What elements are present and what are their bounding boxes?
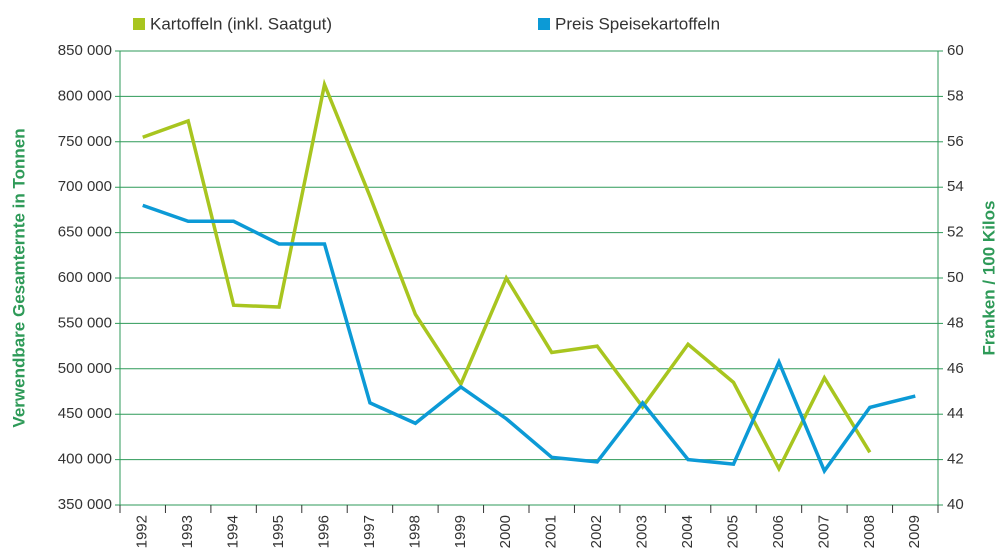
y2-tick-label: 44 [947, 405, 964, 422]
y2-tick-label: 54 [947, 178, 964, 195]
y2-tick-label: 50 [947, 269, 964, 286]
x-tick-label: 1999 [452, 515, 469, 548]
y2-tick-label: 42 [947, 451, 964, 468]
x-tick-label: 2003 [634, 515, 651, 548]
y2-tick-label: 46 [947, 360, 964, 377]
x-tick-label: 2000 [497, 515, 514, 548]
y2-tick-label: 40 [947, 496, 964, 513]
y2-tick-label: 48 [947, 314, 964, 331]
y2-tick-label: 56 [947, 133, 964, 150]
x-tick-label: 1998 [406, 515, 423, 548]
data-line [142, 203, 916, 475]
y2-tick-label: 52 [947, 224, 964, 241]
x-tick-label: 2004 [679, 515, 696, 548]
y-tick-label: 850 000 [58, 42, 112, 59]
y-tick-label: 550 000 [58, 314, 112, 331]
x-tick-label: 1997 [361, 515, 378, 548]
x-tick-label: 1993 [179, 515, 196, 548]
y-tick-label: 700 000 [58, 178, 112, 195]
y-tick-label: 800 000 [58, 87, 112, 104]
x-tick-label: 1992 [134, 515, 151, 548]
x-tick-label: 2008 [861, 515, 878, 548]
data-line [142, 78, 872, 473]
legend-label: Preis Speisekartoffeln [555, 14, 720, 33]
x-tick-label: 2007 [815, 515, 832, 548]
y-tick-label: 400 000 [58, 451, 112, 468]
x-tick-label: 2006 [770, 515, 787, 548]
y-tick-label: 500 000 [58, 360, 112, 377]
y-tick-label: 650 000 [58, 224, 112, 241]
x-tick-label: 1996 [315, 515, 332, 548]
x-tick-label: 2001 [543, 515, 560, 548]
x-tick-label: 1995 [270, 515, 287, 548]
y-tick-label: 750 000 [58, 133, 112, 150]
x-tick-label: 2002 [588, 515, 605, 548]
x-tick-label: 1994 [225, 515, 242, 548]
legend-swatch [133, 18, 145, 30]
legend-label: Kartoffeln (inkl. Saatgut) [150, 14, 332, 33]
x-tick-label: 2005 [724, 515, 741, 548]
legend-swatch [538, 18, 550, 30]
y-tick-label: 450 000 [58, 405, 112, 422]
y2-tick-label: 60 [947, 42, 964, 59]
y2-tick-label: 58 [947, 87, 964, 104]
y-tick-label: 350 000 [58, 496, 112, 513]
y2-axis-title: Franken / 100 Kilos [979, 201, 998, 356]
y-axis-title: Verwendbare Gesamternte in Tonnen [9, 128, 28, 427]
x-tick-label: 2009 [906, 515, 923, 548]
y-tick-label: 600 000 [58, 269, 112, 286]
